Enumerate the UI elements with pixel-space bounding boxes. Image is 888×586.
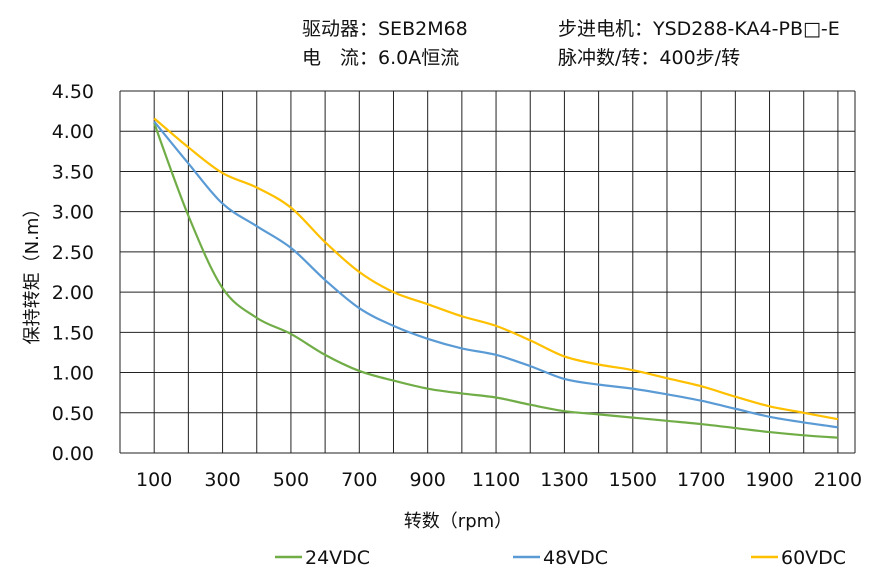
- x-tick-label: 1900: [745, 469, 793, 491]
- x-tick-label: 1700: [677, 469, 725, 491]
- y-tick-label: 3.00: [52, 202, 94, 224]
- x-tick-label: 1300: [540, 469, 588, 491]
- legend-label-24vdc: 24VDC: [305, 547, 370, 569]
- y-axis-label: 保持转矩（N.m）: [22, 200, 43, 345]
- y-tick-label: 2.50: [52, 242, 94, 264]
- x-tick-label: 500: [273, 469, 309, 491]
- y-tick-label: 4.00: [52, 121, 94, 143]
- x-tick-label: 2100: [814, 469, 862, 491]
- x-tick-label: 1100: [472, 469, 520, 491]
- current-label: 电 流：6.0A恒流: [302, 47, 460, 69]
- y-tick-label: 2.00: [52, 282, 94, 304]
- x-tick-label: 700: [341, 469, 377, 491]
- y-tick-label: 0.00: [52, 443, 94, 465]
- x-tick-label: 1500: [609, 469, 657, 491]
- y-tick-label: 0.50: [52, 403, 94, 425]
- motor-label: 步进电机：YSD288-KA4-PB□-E: [558, 18, 840, 40]
- legend-label-48vdc: 48VDC: [543, 547, 608, 569]
- series-line-48vdc: [153, 120, 839, 429]
- series-line-60vdc: [153, 117, 839, 421]
- legend-label-60vdc: 60VDC: [781, 547, 846, 569]
- x-tick-label: 300: [204, 469, 240, 491]
- series-line-24vdc: [153, 122, 838, 439]
- x-axis-label: 转数（rpm）: [404, 511, 512, 532]
- x-tick-label: 900: [410, 469, 446, 491]
- y-tick-label: 1.00: [52, 363, 94, 385]
- driver-label: 驱动器：SEB2M68: [302, 18, 468, 40]
- y-tick-label: 1.50: [52, 322, 94, 344]
- x-tick-label: 100: [136, 469, 172, 491]
- y-tick-label: 3.50: [52, 161, 94, 183]
- pulses-label: 脉冲数/转：400步/转: [558, 47, 741, 69]
- y-tick-label: 4.50: [52, 81, 94, 103]
